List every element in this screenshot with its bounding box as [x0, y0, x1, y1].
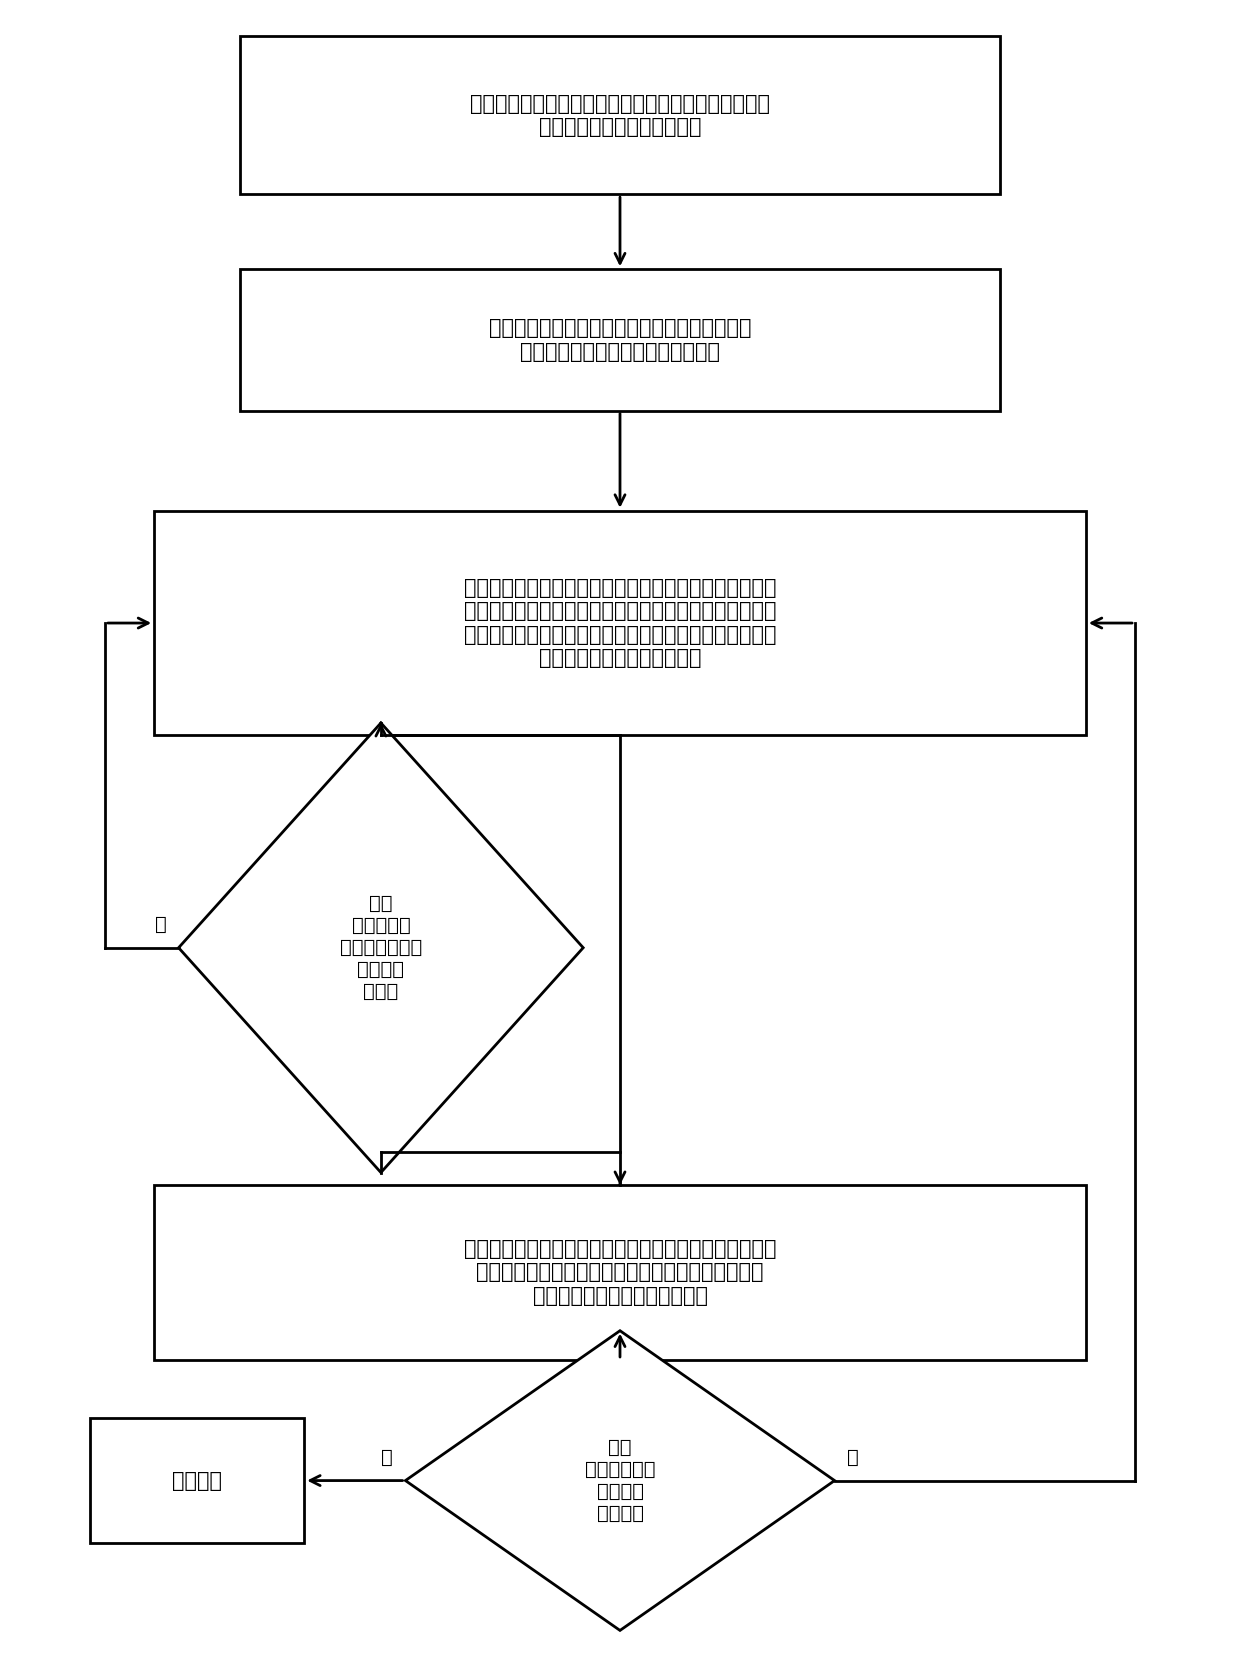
Text: 提供动力电池，其中动力电池包括多个电池组，每一个
电池组包括至少一个电池单体: 提供动力电池，其中动力电池包括多个电池组，每一个 电池组包括至少一个电池单体 [470, 94, 770, 136]
Text: 通过电池管理器实时监测每个电池单体的电压，对各电池
单体的电压值按顺序排列，找出电压值最低的电池单体，
并给出命令闭合该电压值最低的电池单体所在电池组对应
的开: 通过电池管理器实时监测每个电池单体的电压，对各电池 单体的电压值按顺序排列，找出… [464, 578, 776, 668]
Polygon shape [179, 724, 583, 1172]
Text: 判断
实时监测的
电池单体的温度
是否高于
设定值: 判断 实时监测的 电池单体的温度 是否高于 设定值 [340, 895, 422, 1001]
Bar [154, 510, 1086, 735]
Bar [154, 1185, 1086, 1360]
Text: 否: 否 [847, 1449, 858, 1467]
Polygon shape [405, 1331, 835, 1630]
Text: 将充电器通过开关与各电池组连接，其中充电器
与每一个电池组之间均连接一个开关: 将充电器通过开关与各电池组连接，其中充电器 与每一个电池组之间均连接一个开关 [489, 319, 751, 361]
Bar [89, 1419, 304, 1543]
Bar [239, 269, 1001, 411]
Bar [239, 35, 1001, 195]
Text: 是: 是 [382, 1449, 393, 1467]
Text: 停止充电: 停止充电 [172, 1471, 222, 1491]
Text: 判断
电池整体电压
是否达到
要求电压: 判断 电池整体电压 是否达到 要求电压 [585, 1439, 655, 1523]
Text: 当前述电压值最低的电池单体的电压达到一个预设值时，
通过电池管理器给出命令断开充电中的电池组对应的
开关，终止对该电池组进行充电: 当前述电压值最低的电池单体的电压达到一个预设值时， 通过电池管理器给出命令断开充… [464, 1239, 776, 1306]
Text: 是: 是 [155, 915, 166, 935]
